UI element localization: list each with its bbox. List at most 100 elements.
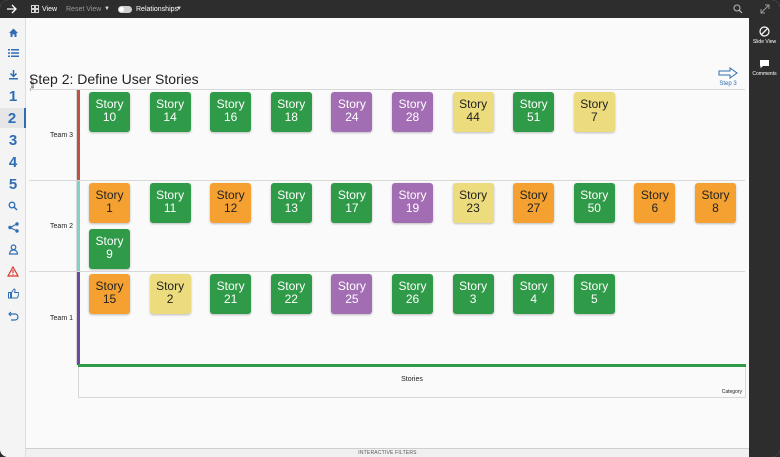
story-card-number: 15 <box>102 292 117 306</box>
story-card[interactable]: Story 9 <box>89 229 130 269</box>
story-card-number: 21 <box>224 292 238 306</box>
warning-icon[interactable] <box>0 261 26 281</box>
home-icon[interactable] <box>0 22 26 42</box>
story-card[interactable]: Story 19 <box>392 183 433 223</box>
story-card[interactable]: Story 23 <box>452 183 494 223</box>
slash-circle-icon <box>759 26 770 37</box>
story-card[interactable]: Story 27 <box>513 183 555 223</box>
story-card[interactable]: Story 44 <box>452 92 494 132</box>
list-icon[interactable] <box>0 43 26 63</box>
page-title: Step 2: Define User Stories <box>29 71 199 87</box>
comments-button[interactable]: Comments <box>749 59 780 77</box>
story-card[interactable]: Story 24 <box>331 92 373 132</box>
story-card-label: Story <box>277 97 306 111</box>
story-card-label: Story <box>277 188 306 202</box>
team-color-bar <box>77 90 80 180</box>
story-card[interactable]: Story 1 <box>89 183 130 223</box>
interactive-filters-bar[interactable]: INTERACTIVE FILTERS <box>26 448 749 457</box>
story-card[interactable]: Story 51 <box>513 92 555 132</box>
story-card-label: Story <box>156 97 185 111</box>
story-card[interactable]: Story 15 <box>89 274 130 314</box>
share-icon[interactable] <box>0 217 26 237</box>
team-story-cell: Story 15 Story 2 Story 21 Story 22 Story 25 Story 2… <box>80 272 745 365</box>
expand-icon[interactable] <box>760 0 770 18</box>
story-card[interactable]: Story 28 <box>392 92 433 132</box>
forward-arrow-icon[interactable] <box>6 0 20 18</box>
story-card[interactable]: Story 12 <box>210 183 252 223</box>
slide-view-label: Slide View <box>752 39 777 45</box>
story-card-label: Story <box>398 97 427 111</box>
story-card-number: 8 <box>712 201 719 215</box>
story-card-number: 50 <box>587 201 601 215</box>
next-step-label: Step 3 <box>719 81 737 87</box>
step-2-nav[interactable]: 2 <box>0 108 26 128</box>
story-card-number: 7 <box>590 110 598 124</box>
story-card[interactable]: Story 50 <box>573 183 615 223</box>
story-card[interactable]: Story 26 <box>392 274 433 314</box>
story-card[interactable]: Story 11 <box>149 183 191 223</box>
next-step-button[interactable]: Step 3 <box>716 67 740 87</box>
story-card-number: 9 <box>106 247 113 261</box>
story-card[interactable]: Story 4 <box>513 274 555 314</box>
story-card-number: 17 <box>345 201 359 215</box>
story-card-number: 26 <box>405 292 420 306</box>
story-card[interactable]: Story 5 <box>573 274 615 314</box>
top-toolbar: View Reset View ▼ Relationships ▼ <box>0 0 780 18</box>
arrow-right-icon <box>718 67 738 79</box>
story-card[interactable]: Story 14 <box>149 92 191 132</box>
toggle-switch[interactable] <box>118 5 132 13</box>
caret-down-icon[interactable]: ▼ <box>104 6 110 12</box>
story-card-label: Story <box>580 97 609 111</box>
search-icon[interactable] <box>733 0 743 18</box>
story-card[interactable]: Story 21 <box>210 274 252 314</box>
team-row: Team 3 Story 10 Story 14 Story 16 Story 18 Story 2… <box>29 89 745 180</box>
story-card-label: Story <box>216 279 245 293</box>
story-card-number: 28 <box>405 110 420 124</box>
story-card[interactable]: Story 18 <box>270 92 312 132</box>
story-card[interactable]: Story 7 <box>573 92 615 132</box>
story-card[interactable]: Story 2 <box>149 274 191 314</box>
team-color-bar <box>77 181 80 271</box>
relationships-toggle[interactable]: Relationships <box>118 0 178 18</box>
undo-icon[interactable] <box>0 305 26 325</box>
story-card[interactable]: Story 3 <box>452 274 494 314</box>
story-card-number: 13 <box>284 201 298 215</box>
story-card-number: 5 <box>590 292 598 306</box>
step-4-nav[interactable]: 4 <box>8 153 18 171</box>
story-card[interactable]: Story 16 <box>210 92 252 132</box>
slide-view-button[interactable]: Slide View <box>749 26 780 45</box>
story-card-number: 18 <box>284 110 298 124</box>
story-card-label: Story <box>459 97 488 111</box>
step-3-nav[interactable]: 3 <box>8 131 18 149</box>
download-icon[interactable] <box>0 64 26 84</box>
story-card[interactable]: Story 10 <box>89 92 130 132</box>
caret-down-icon[interactable]: ▼ <box>176 6 182 12</box>
story-card-label: Story <box>640 188 669 202</box>
story-card-label: Story <box>580 279 609 293</box>
team-story-cell: Story 10 Story 14 Story 16 Story 18 Story 24 Story… <box>80 90 745 180</box>
story-card-label: Story <box>337 188 366 202</box>
step-1-nav[interactable]: 1 <box>8 87 18 105</box>
story-card-label: Story <box>95 279 124 293</box>
story-card[interactable]: Story 13 <box>270 183 312 223</box>
story-card[interactable]: Story 25 <box>331 274 373 314</box>
story-card-number: 22 <box>284 292 298 306</box>
step-5-nav[interactable]: 5 <box>8 175 18 193</box>
left-navigation: 1 2 3 4 5 <box>0 18 26 457</box>
story-card-label: Story <box>398 279 427 293</box>
story-card-label: Story <box>156 279 185 293</box>
x-axis-title: Category <box>721 389 742 395</box>
story-card[interactable]: Story 8 <box>695 183 736 223</box>
thumbs-up-icon[interactable] <box>0 283 26 303</box>
story-card-label: Story <box>398 188 427 202</box>
user-icon[interactable] <box>0 239 26 259</box>
story-card[interactable]: Story 6 <box>634 183 676 223</box>
search-icon[interactable] <box>0 196 26 216</box>
story-card[interactable]: Story 22 <box>270 274 312 314</box>
story-card-number: 4 <box>530 292 538 306</box>
story-board: Team 3 Story 10 Story 14 Story 16 Story 18 Story 2… <box>29 89 745 365</box>
story-card[interactable]: Story 17 <box>331 183 373 223</box>
view-button[interactable]: View <box>31 0 57 18</box>
story-card-label: Story <box>216 97 245 111</box>
reset-view-button[interactable]: Reset View <box>66 5 102 13</box>
